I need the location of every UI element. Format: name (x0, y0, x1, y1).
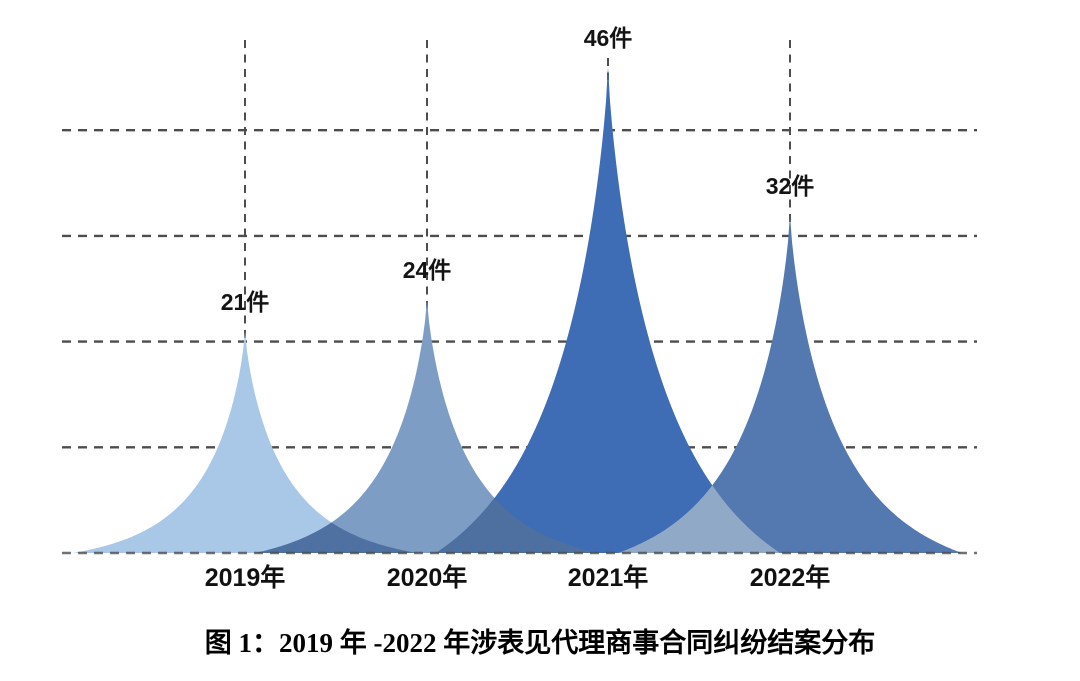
figure-caption: 图 1：2019 年 -2022 年涉表见代理商事合同纠纷结案分布 (204, 628, 876, 658)
x-axis-label-2022: 2022年 (749, 564, 831, 592)
x-axis-label-2020: 2020年 (386, 564, 468, 592)
x-axis-label-2019: 2019年 (204, 564, 286, 592)
value-label-2021: 46件 (583, 24, 633, 51)
value-label-2022: 32件 (765, 172, 815, 199)
value-label-2019: 21件 (220, 289, 270, 316)
x-axis-label-2021: 2021年 (567, 564, 649, 592)
spike-area-chart (62, 40, 977, 555)
value-label-2020: 24件 (402, 257, 452, 284)
